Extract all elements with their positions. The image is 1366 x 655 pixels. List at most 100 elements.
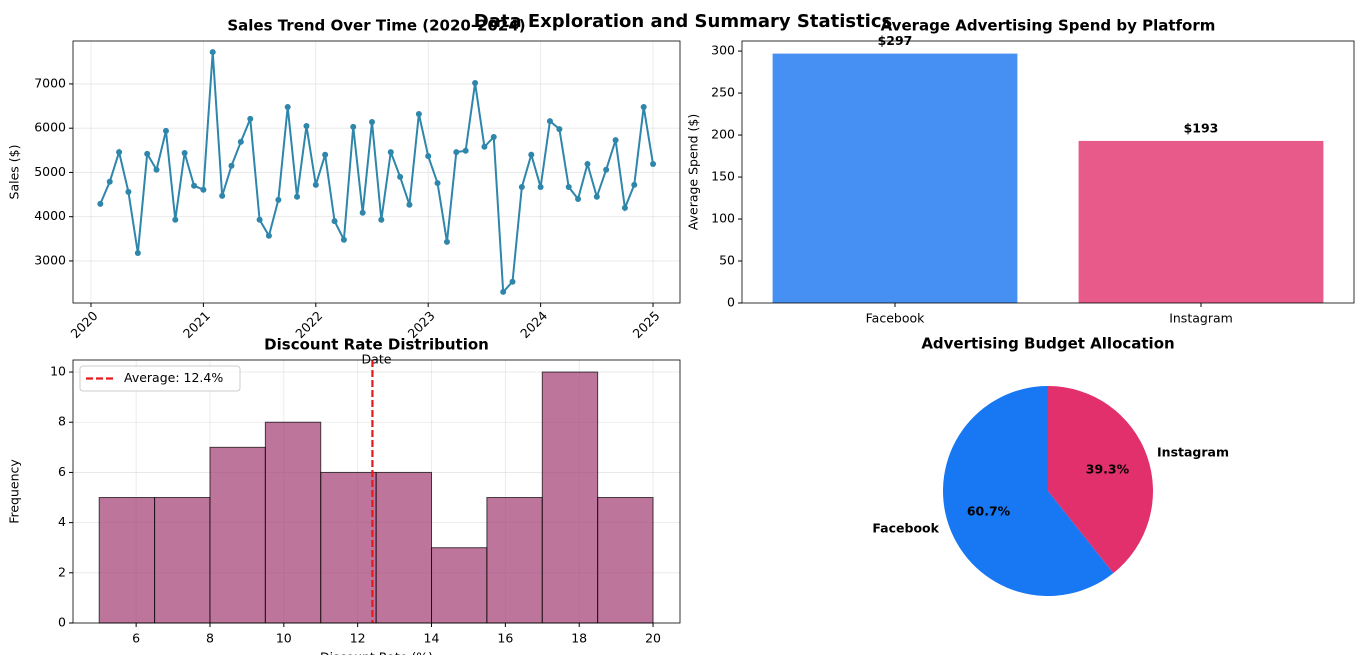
y-tick-label: 0: [727, 295, 735, 310]
point: [284, 103, 291, 110]
histogram-bar: [154, 497, 211, 624]
point: [612, 137, 619, 144]
y-tick-label: 250: [711, 85, 735, 100]
bar: [1078, 140, 1324, 303]
point: [191, 182, 198, 189]
y-tick-label: 150: [711, 169, 735, 184]
legend-label: Average: 12.4%: [124, 370, 223, 385]
histogram-bar: [597, 497, 654, 624]
point: [425, 153, 432, 160]
point: [631, 181, 638, 188]
y-tick-label: 100: [711, 211, 735, 226]
point: [275, 196, 282, 203]
histogram-bar: [431, 547, 488, 624]
point: [181, 149, 188, 156]
point: [603, 166, 610, 173]
point: [593, 193, 600, 200]
point: [406, 201, 413, 208]
point: [116, 149, 123, 156]
point: [481, 143, 488, 150]
point: [556, 126, 563, 133]
point: [303, 122, 310, 129]
slice-label: Instagram: [1157, 444, 1229, 459]
point: [397, 173, 404, 180]
y-axis-label: Frequency: [7, 459, 22, 524]
value-label: $193: [1184, 120, 1219, 135]
point: [443, 238, 450, 245]
point: [331, 218, 338, 225]
point: [134, 249, 141, 256]
histogram-bar: [375, 471, 433, 624]
legend-box: [79, 365, 241, 392]
point: [584, 161, 591, 168]
x-tick-label: 2025: [630, 308, 663, 341]
point: [106, 178, 113, 185]
point: [200, 186, 207, 193]
point: [387, 149, 394, 156]
histogram-bar: [486, 497, 543, 624]
point: [369, 118, 376, 125]
x-tick-label: 12: [350, 631, 366, 646]
point: [453, 149, 460, 156]
y-tick-label: 4: [58, 514, 66, 529]
x-tick-label: 2021: [180, 308, 213, 341]
point: [490, 134, 497, 141]
point: [172, 216, 179, 223]
y-tick-label: 10: [50, 364, 66, 379]
x-tick-label: 6: [132, 631, 140, 646]
y-tick-label: 3000: [34, 252, 66, 267]
histogram-bar: [209, 446, 266, 624]
chart-title: Average Advertising Spend by Platform: [881, 17, 1216, 35]
x-tick-label: 20: [645, 631, 661, 646]
point: [434, 180, 441, 187]
point: [462, 147, 469, 154]
x-tick-label: 18: [571, 631, 587, 646]
point: [322, 151, 329, 158]
point: [621, 204, 628, 211]
point: [340, 236, 347, 243]
point: [153, 166, 160, 173]
figure-title: Data Exploration and Summary Statistics: [474, 11, 892, 32]
chart-title: Sales Trend Over Time (2020-2024): [227, 17, 525, 35]
y-tick-label: 0: [58, 615, 66, 630]
point: [209, 49, 216, 56]
point: [237, 138, 244, 145]
y-tick-label: 4000: [34, 208, 66, 223]
line: [99, 51, 655, 295]
point: [378, 216, 385, 223]
point: [509, 278, 516, 285]
histogram-bar: [264, 421, 322, 624]
x-tick-label: 8: [206, 631, 214, 646]
chart-title: Advertising Budget Allocation: [921, 335, 1174, 353]
point: [312, 181, 319, 188]
x-tick-label: 16: [497, 631, 513, 646]
point: [537, 184, 544, 191]
point: [518, 184, 525, 191]
point: [256, 216, 263, 223]
y-tick-label: 2: [58, 564, 66, 579]
y-tick-label: 50: [719, 253, 735, 268]
y-axis-label: Average Spend ($): [686, 114, 701, 230]
chart-title: Discount Rate Distribution: [264, 336, 489, 354]
point: [500, 288, 507, 295]
point: [565, 184, 572, 191]
x-axis-label: Date: [362, 352, 392, 367]
point: [650, 161, 657, 168]
point: [247, 115, 254, 122]
y-tick-label: 6000: [34, 120, 66, 135]
point: [97, 200, 104, 207]
x-tick-label: 14: [424, 631, 440, 646]
axes-frame: [72, 40, 681, 304]
histogram-bar: [320, 471, 377, 624]
y-tick-label: 5000: [34, 164, 66, 179]
x-axis-label: Discount Rate (%): [320, 650, 433, 655]
y-tick-label: 200: [711, 127, 735, 142]
point: [144, 150, 151, 157]
y-axis-label: Sales ($): [7, 145, 22, 200]
point: [472, 80, 479, 87]
axes-frame: [72, 359, 681, 624]
axes-frame: [741, 40, 1355, 304]
y-tick-label: 300: [711, 43, 735, 58]
y-tick-label: 6: [58, 464, 66, 479]
